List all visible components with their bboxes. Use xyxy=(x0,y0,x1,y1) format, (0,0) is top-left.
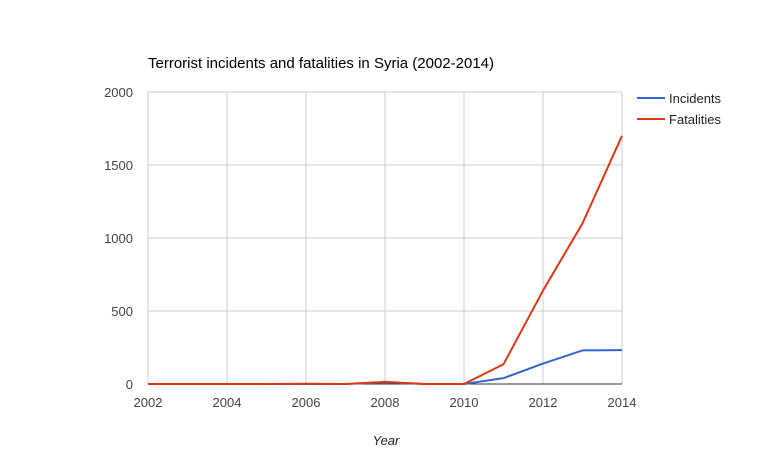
data-point-fatalities-2013 xyxy=(580,220,586,226)
x-axis-label: Year xyxy=(373,433,400,448)
data-point-fatalities-2014 xyxy=(619,133,625,139)
y-tick-label-1500: 1500 xyxy=(104,158,133,173)
x-tick-label-2004: 2004 xyxy=(213,395,242,410)
data-point-incidents-2011 xyxy=(501,375,507,381)
data-point-fatalities-2009 xyxy=(422,381,428,387)
data-point-fatalities-2005 xyxy=(264,381,270,387)
y-tick-label-2000: 2000 xyxy=(104,85,133,100)
grid xyxy=(147,91,623,385)
data-point-incidents-2012 xyxy=(540,361,546,367)
legend[interactable]: Incidents Fatalities xyxy=(637,91,722,127)
x-tick-label-2012: 2012 xyxy=(529,395,558,410)
y-tick-label-500: 500 xyxy=(111,304,133,319)
data-point-fatalities-2010 xyxy=(461,381,467,387)
x-tick-label-2008: 2008 xyxy=(371,395,400,410)
y-tick-label-1000: 1000 xyxy=(104,231,133,246)
x-tick-label-2014: 2014 xyxy=(608,395,637,410)
data-point-fatalities-2003 xyxy=(185,381,191,387)
y-tick-label-0: 0 xyxy=(126,377,133,392)
chart-title: Terrorist incidents and fatalities in Sy… xyxy=(148,55,494,72)
data-point-fatalities-2002 xyxy=(145,381,151,387)
data-point-fatalities-2012 xyxy=(540,288,546,294)
series-line-fatalities xyxy=(148,135,623,385)
data-point-fatalities-2011 xyxy=(501,361,507,367)
x-tick-label-2006: 2006 xyxy=(292,395,321,410)
tick-labels: 0 500 1000 1500 2000 2002 2004 2006 2008 2010 2012… xyxy=(104,85,636,410)
legend-label-fatalities[interactable]: Fatalities xyxy=(669,112,722,127)
data-point-incidents-2013 xyxy=(580,347,586,353)
data-point-fatalities-2007 xyxy=(343,381,349,387)
data-point-fatalities-2008 xyxy=(382,379,388,385)
data-point-fatalities-2006 xyxy=(303,381,309,387)
data-point-fatalities-2004 xyxy=(224,381,230,387)
x-tick-label-2002: 2002 xyxy=(134,395,163,410)
data-point-incidents-2014 xyxy=(619,347,625,353)
legend-label-incidents[interactable]: Incidents xyxy=(669,91,722,106)
x-tick-label-2010: 2010 xyxy=(450,395,479,410)
series-lines xyxy=(145,133,625,387)
